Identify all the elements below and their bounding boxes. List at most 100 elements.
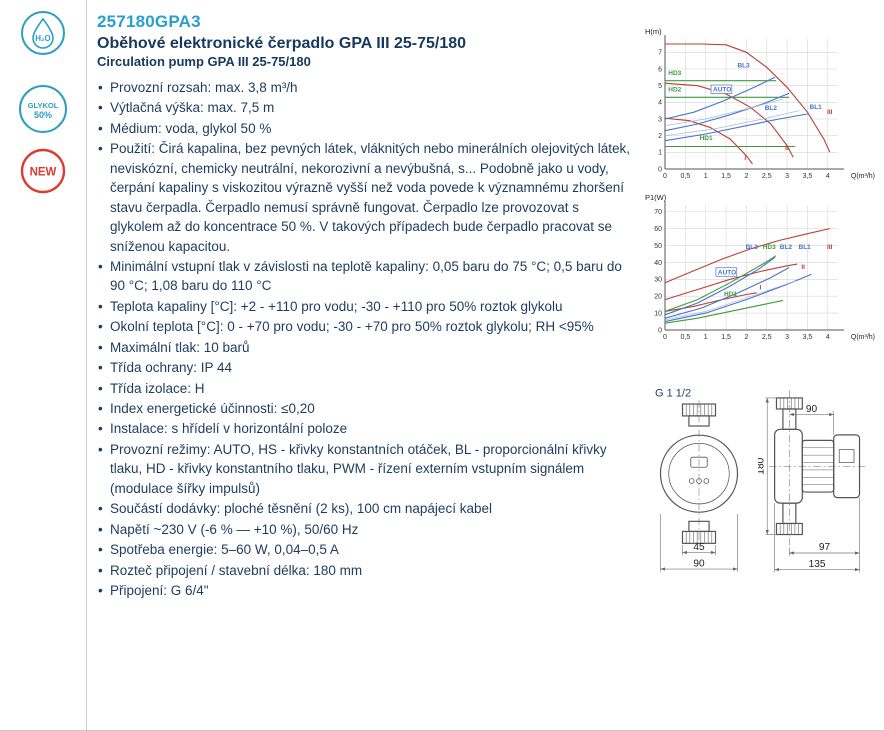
new-icon: NEW [20, 148, 66, 194]
svg-text:0: 0 [663, 173, 667, 180]
svg-text:1,5: 1,5 [721, 334, 731, 341]
svg-text:10: 10 [654, 311, 662, 318]
spec-item: Použití: Čirá kapalina, bez pevných láte… [97, 139, 632, 256]
spec-item: Index energetické účinnosti: ≤0,20 [97, 399, 632, 419]
svg-text:7: 7 [658, 50, 662, 57]
svg-text:2,5: 2,5 [762, 334, 772, 341]
svg-text:4: 4 [826, 334, 830, 341]
chart-axes [664, 35, 844, 170]
curve-BL2 [664, 267, 790, 319]
curve-III [664, 228, 831, 284]
spec-item: Maximální tlak: 10 barů [97, 338, 632, 358]
svg-text:3,5: 3,5 [803, 334, 813, 341]
chart-axes [664, 201, 844, 331]
product-code: 257180GPA3 [97, 12, 201, 31]
h2o-label: H₂O [35, 34, 51, 43]
chart-head-flow: 0 0,5 1 1,5 2 2,5 3 3,5 4 0 1 2 3 4 5 6 7 H(m) Q(m³/h) HD3 H… [644, 26, 876, 186]
curve-label-III: III [827, 244, 833, 251]
curve-label-BL3: BL3 [737, 62, 750, 69]
curve-label-I: I [744, 155, 746, 162]
curve-label-BL1: BL1 [810, 104, 823, 111]
product-subtitle: Circulation pump GPA III 25-75/180 [97, 54, 311, 69]
badge-column: H₂O GLYKOL 50% NEW [0, 0, 86, 730]
spec-item: Součástí dodávky: ploché těsnění (2 ks),… [97, 499, 632, 519]
curve-BL3 [664, 256, 776, 316]
y-axis-title: P1(W) [645, 193, 667, 202]
curve-BL1 [664, 113, 808, 142]
svg-text:4: 4 [658, 100, 662, 107]
svg-text:1,5: 1,5 [721, 173, 731, 180]
curve-minor-9 [664, 110, 800, 137]
svg-text:70: 70 [654, 209, 662, 216]
spec-item: Třída izolace: H [97, 379, 632, 399]
pump-front-outline [659, 400, 739, 548]
spec-item: Minimální vstupní tlak v závislosti na t… [97, 257, 632, 296]
side-dimension-lines [765, 397, 860, 573]
spec-item: Médium: voda, glykol 50 % [97, 119, 632, 139]
curve-III [665, 43, 831, 153]
pump-side-view: 90 180 97 135 [758, 390, 867, 573]
curve-label-BL3: BL3 [746, 244, 759, 251]
svg-text:2,5: 2,5 [762, 173, 772, 180]
main-content: 257180GPA3 Oběhové elektronické čerpadlo… [97, 12, 632, 601]
svg-text:0,5: 0,5 [680, 334, 690, 341]
spec-list: Provozní rozsah: max. 3,8 m³/hVýtlačná v… [97, 78, 632, 601]
svg-text:1: 1 [704, 334, 708, 341]
product-title: Oběhové elektronické čerpadlo GPA III 25… [97, 35, 467, 52]
curve-label-AUTO: AUTO [713, 87, 731, 94]
dimension-drawings: G 1 1/2 [644, 385, 880, 581]
curve-HD3 [664, 255, 777, 312]
svg-text:0,5: 0,5 [680, 173, 690, 180]
dim-front-inner: 45 [693, 542, 705, 553]
spec-item: Provozní rozsah: max. 3,8 m³/h [97, 78, 632, 98]
spec-item: Provozní režimy: AUTO, HS - křivky konst… [97, 440, 632, 498]
y-axis-title: H(m) [645, 27, 662, 36]
water-drop-icon: H₂O [21, 11, 65, 55]
spec-item: Rozteč připojení / stavební délka: 180 m… [97, 561, 632, 581]
curve-label-I: I [759, 284, 761, 291]
glykol-icon: GLYKOL 50% [19, 85, 67, 133]
spec-item: Spotřeba energie: 5–60 W, 0,04–0,5 A [97, 540, 632, 560]
column-divider [86, 0, 87, 730]
svg-text:3: 3 [785, 173, 789, 180]
curve-label-HD1: HD1 [724, 291, 737, 298]
svg-text:0: 0 [658, 327, 662, 334]
svg-text:5: 5 [658, 83, 662, 90]
svg-text:2: 2 [744, 334, 748, 341]
curve-label-III: III [827, 109, 833, 116]
spec-item: Napětí ~230 V (-6 % — +10 %), 50/60 Hz [97, 520, 632, 540]
curve-label-BL2: BL2 [765, 105, 778, 112]
svg-text:40: 40 [654, 260, 662, 267]
curve-label-BL2: BL2 [780, 244, 793, 251]
spec-item: Instalace: s hřídelí v horizontální polo… [97, 419, 632, 439]
spec-item: Okolní teplota [°C]: 0 - +70 pro vodu; -… [97, 317, 632, 337]
curve-HD1 [664, 299, 784, 324]
curve-label-II: II [801, 264, 805, 271]
dim-side-total: 135 [809, 559, 826, 570]
chart-tick-labels: 0 0,5 1 1,5 2 2,5 3 3,5 4 0 1 2 3 4 5 6 7 [658, 50, 830, 180]
svg-text:2: 2 [658, 133, 662, 140]
thread-size-label: G 1 1/2 [655, 388, 691, 400]
front-dimension-lines [660, 514, 738, 572]
curve-label-HD1: HD1 [700, 135, 713, 142]
chart-power-flow: 0 0,5 1 1,5 2 2,5 3 3,5 4010203040506070P1(W)Q(m… [644, 192, 876, 347]
chart-grid [664, 39, 838, 170]
svg-text:6: 6 [658, 66, 662, 73]
svg-text:3,5: 3,5 [803, 173, 813, 180]
x-axis-title: Q(m³/h) [851, 173, 875, 180]
svg-text:1: 1 [704, 173, 708, 180]
curve-BL2 [664, 92, 790, 132]
svg-text:4: 4 [826, 173, 830, 180]
curve-label-HD3: HD3 [763, 244, 776, 251]
dim-side-body: 97 [819, 542, 831, 553]
dim-side-height: 180 [758, 457, 767, 474]
svg-text:50: 50 [654, 243, 662, 250]
new-label: NEW [30, 167, 57, 179]
curve-label-AUTO: AUTO [718, 269, 736, 276]
right-column: 0 0,5 1 1,5 2 2,5 3 3,5 4 0 1 2 3 4 5 6 7 H(m) Q(m³/h) HD3 H… [644, 26, 880, 581]
svg-text:0: 0 [663, 334, 667, 341]
dim-side-top: 90 [806, 404, 818, 415]
badge-h2o: H₂O [0, 10, 86, 56]
curve-II [664, 263, 798, 301]
